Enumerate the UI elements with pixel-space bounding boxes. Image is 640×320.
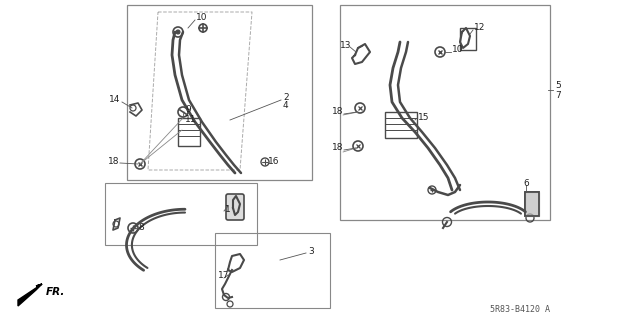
Circle shape	[176, 30, 180, 34]
Bar	[525, 192, 539, 216]
Text: 7: 7	[555, 91, 561, 100]
Bar	[460, 28, 476, 50]
Text: 18: 18	[332, 108, 344, 116]
Text: 6: 6	[523, 179, 529, 188]
Text: 12: 12	[474, 23, 485, 33]
Text: 10: 10	[196, 12, 207, 21]
Text: 18: 18	[332, 143, 344, 153]
Text: 1: 1	[225, 205, 231, 214]
Bar	[525, 192, 539, 216]
Bar	[385, 112, 417, 138]
Text: 3: 3	[308, 247, 314, 257]
Text: 4: 4	[283, 101, 289, 110]
Text: 14: 14	[109, 95, 120, 105]
Text: FR.: FR.	[46, 287, 65, 297]
Bar	[178, 118, 200, 146]
Bar	[127, 5, 312, 180]
Bar	[340, 5, 550, 220]
Text: 2: 2	[283, 93, 289, 102]
Text: 8: 8	[138, 223, 144, 233]
Text: 13: 13	[340, 41, 351, 50]
Bar	[105, 183, 257, 245]
Bar	[215, 233, 330, 308]
Text: 16: 16	[268, 157, 280, 166]
Text: 18: 18	[108, 157, 120, 166]
Text: 15: 15	[418, 114, 429, 123]
Text: 11: 11	[185, 116, 196, 124]
Text: 10: 10	[452, 45, 463, 54]
Text: 5: 5	[555, 82, 561, 91]
Polygon shape	[18, 284, 42, 306]
Text: 17: 17	[218, 271, 230, 281]
Text: 5R83-B4120 A: 5R83-B4120 A	[490, 306, 550, 315]
Text: 9: 9	[185, 106, 191, 115]
FancyBboxPatch shape	[226, 194, 244, 220]
Polygon shape	[525, 192, 539, 216]
